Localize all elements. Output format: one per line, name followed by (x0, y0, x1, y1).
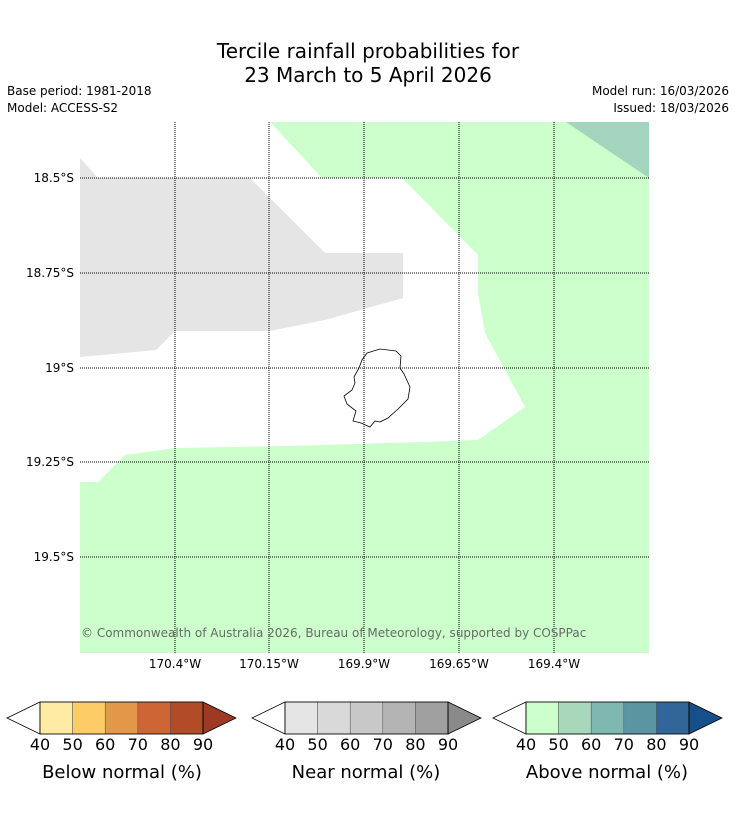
colorbar-tick-label: 60 (581, 735, 602, 754)
above-normal-colorbar (492, 701, 723, 735)
colorbar-segment (382, 701, 416, 735)
colorbar-extend-low (492, 701, 527, 735)
latitude-label: 19°S (45, 361, 74, 375)
map-title-line-2: 23 March to 5 April 2026 (244, 63, 492, 87)
latitude-label: 19.25°S (26, 455, 74, 469)
colorbar-segment (558, 701, 592, 735)
base-period: Base period: 1981-2018 (7, 84, 152, 98)
colorbar-tick-label: 90 (192, 735, 214, 754)
colorbar-extend-low (251, 701, 286, 735)
near-normal-label: Near normal (%) (291, 762, 441, 783)
colorbar-segment (415, 701, 449, 735)
colorbar-segment (137, 701, 171, 735)
colorbar-segment (590, 701, 625, 735)
colorbar-outline (39, 701, 204, 735)
colorbar-extend-high (202, 701, 237, 735)
colorbar-tick-label: 40 (274, 735, 296, 754)
latitude-label: 18.5°S (33, 171, 74, 185)
near-normal-region (80, 158, 403, 357)
colorbar-extend-low (6, 701, 41, 735)
graticule (80, 122, 649, 653)
colorbar-extend-high (447, 701, 482, 735)
latitude-label: 19.5°S (33, 550, 74, 564)
colorbar-tick-label: 80 (646, 735, 667, 754)
colorbar-segment (39, 701, 73, 735)
map-title-line-1: Tercile rainfall probabilities for (216, 39, 520, 63)
above-normal-label: Above normal (%) (525, 762, 689, 783)
probability-field (80, 122, 649, 653)
longitude-label: 169.9°W (337, 657, 391, 671)
colorbar-segment (623, 701, 657, 735)
colorbar-tick-label: 50 (307, 735, 328, 754)
colorbar-segment (72, 701, 106, 735)
model-run: Model run: 16/03/2026 (591, 84, 729, 98)
model-name: Model: ACCESS-S2 (7, 101, 119, 115)
colorbar-tick-label: 70 (127, 735, 148, 754)
below-normal-label: Below normal (%) (42, 762, 202, 783)
below-normal-colorbar (6, 701, 237, 735)
colorbar-tick-label: 80 (405, 735, 426, 754)
island-coastline (343, 348, 411, 428)
colorbar-segment (317, 701, 351, 735)
colorbar-tick-label: 70 (613, 735, 634, 754)
colorbar-tick-label: 50 (62, 735, 83, 754)
issued-date: Issued: 18/03/2026 (613, 101, 729, 115)
colorbar-segment (525, 701, 559, 735)
colorbar-tick-label: 60 (340, 735, 361, 754)
colorbar-tick-label: 50 (548, 735, 569, 754)
above-normal-50-region (566, 122, 649, 178)
longitude-label: 170.15°W (239, 657, 299, 671)
colorbar-segment (104, 701, 139, 735)
colorbar-tick-label: 70 (372, 735, 393, 754)
longitude-label: 169.65°W (429, 657, 489, 671)
colorbar-outline (284, 701, 449, 735)
colorbar-extend-high (688, 701, 723, 735)
colorbar-segment (349, 701, 384, 735)
copyright-notice: © Commonwealth of Australia 2026, Bureau… (81, 626, 587, 640)
colorbar-segment (170, 701, 204, 735)
colorbar-tick-label: 90 (437, 735, 459, 754)
colorbar-tick-label: 40 (515, 735, 537, 754)
colorbar-segment (284, 701, 318, 735)
colorbar-tick-label: 80 (160, 735, 181, 754)
near-normal-colorbar (251, 701, 482, 735)
latitude-label: 18.75°S (26, 266, 74, 280)
colorbar-tick-label: 60 (95, 735, 116, 754)
above-normal-region (80, 122, 649, 653)
longitude-label: 170.4°W (148, 657, 202, 671)
colorbar-outline (525, 701, 690, 735)
colorbar-segment (656, 701, 690, 735)
longitude-label: 169.4°W (527, 657, 581, 671)
colorbar-tick-label: 40 (29, 735, 51, 754)
colorbar-tick-label: 90 (678, 735, 700, 754)
